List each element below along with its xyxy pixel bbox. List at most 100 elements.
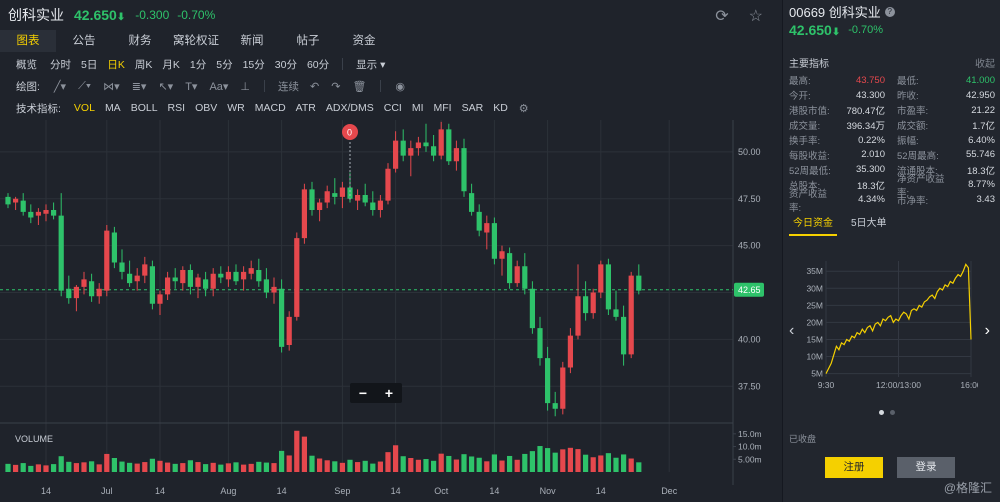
period-daily[interactable]: 日K <box>107 58 125 71</box>
tab-today-funds[interactable]: 今日资金 <box>789 212 837 236</box>
period-5day[interactable]: 5日 <box>81 58 98 71</box>
stat-value: 18.3亿 <box>857 180 885 192</box>
stats-title: 主要指标 <box>789 59 829 70</box>
ray-icon[interactable]: ⟋▾ <box>78 79 92 92</box>
indicator-label: 技术指标: <box>16 102 61 115</box>
price-tick-label: 37.50 <box>738 381 761 391</box>
next-arrow-icon[interactable]: › <box>984 322 990 339</box>
indicator-sar[interactable]: SAR <box>461 102 484 114</box>
text-tool-icon[interactable]: T▾ <box>185 80 198 93</box>
fib-icon[interactable]: ≣▾ <box>131 80 147 93</box>
candle-body <box>187 270 193 287</box>
undo-icon[interactable]: ↶ <box>310 80 320 93</box>
tab-news[interactable]: 新闻 <box>240 35 264 47</box>
register-button[interactable]: 注册 <box>825 457 883 478</box>
zoom-out-button[interactable]: − <box>358 385 368 401</box>
candle-body <box>210 273 216 289</box>
stat-row: 成交量: 396.34万 成交额: 1.7亿 <box>789 118 995 133</box>
redo-icon[interactable]: ↷ <box>331 80 341 93</box>
period-60min[interactable]: 60分 <box>306 58 330 71</box>
indicator-wr[interactable]: WR <box>227 102 245 114</box>
period-weekly[interactable]: 周K <box>134 58 153 71</box>
indicator-obv[interactable]: OBV <box>195 102 218 114</box>
candle-body <box>567 335 573 368</box>
refresh-icon[interactable]: ⟳ <box>715 8 729 25</box>
indicator-kd[interactable]: KD <box>493 102 508 114</box>
prev-arrow-icon[interactable]: ‹ <box>789 322 795 339</box>
period-timeshare[interactable]: 分时 <box>50 58 71 71</box>
main-tabs: 图表 公告 财务 窝轮权证 新闻 帖子 资金 <box>0 30 400 52</box>
carousel-dot[interactable] <box>879 410 884 415</box>
candle-body <box>104 230 110 291</box>
indicator-atr[interactable]: ATR <box>295 102 316 114</box>
indicator-cci[interactable]: CCI <box>383 102 402 114</box>
stat-label: 振幅: <box>897 136 919 147</box>
line-icon[interactable]: ╱▾ <box>53 80 67 93</box>
candle-body <box>134 275 140 282</box>
zoom-in-button[interactable]: + <box>384 385 394 401</box>
stat-value: 55.746 <box>965 149 995 161</box>
candle-body <box>165 277 171 295</box>
tab-chart[interactable]: 图表 <box>0 30 56 52</box>
volume-bar <box>453 459 459 472</box>
volume-bar <box>294 430 300 472</box>
display-dropdown[interactable]: 显示 ▾ <box>356 58 386 71</box>
eye-icon[interactable]: ◉ <box>395 80 406 93</box>
period-30min[interactable]: 30分 <box>274 58 297 71</box>
indicator-vol[interactable]: VOL <box>73 102 95 114</box>
indicator-adx[interactable]: ADX/DMS <box>325 102 374 114</box>
indicator-ma[interactable]: MA <box>104 102 121 114</box>
indicator-boll[interactable]: BOLL <box>130 102 158 114</box>
indicator-macd[interactable]: MACD <box>254 102 286 114</box>
volume-bar <box>286 455 292 472</box>
overview-label[interactable]: 概览 <box>16 58 37 71</box>
market-closed-label: 已收盘 <box>789 434 817 444</box>
measure-icon[interactable]: ⊥ <box>240 80 251 93</box>
channel-icon[interactable]: ⋈▾ <box>103 80 120 93</box>
candle-body <box>286 316 292 345</box>
tab-posts[interactable]: 帖子 <box>296 35 320 47</box>
login-button[interactable]: 登录 <box>897 457 955 478</box>
collapse-button[interactable]: 收起 <box>975 59 995 70</box>
period-15min[interactable]: 15分 <box>242 58 265 71</box>
tab-5day-orders[interactable]: 5日大单 <box>851 218 887 229</box>
candlestick-chart[interactable]: 50.0047.5045.0042.5040.0037.5042.650VOLU… <box>0 120 781 502</box>
tab-financials[interactable]: 财务 <box>128 35 152 47</box>
candle-body <box>461 148 467 192</box>
gear-icon[interactable]: ⚙ <box>518 102 529 115</box>
volume-bar <box>529 451 535 472</box>
candle-body <box>149 266 155 304</box>
indicator-mi[interactable]: MI <box>411 102 424 114</box>
candle-body <box>476 211 482 231</box>
volume-bar <box>347 459 353 472</box>
tab-warrants[interactable]: 窝轮权证 <box>173 35 219 47</box>
candle-body <box>339 187 345 197</box>
stat-value: 3.43 <box>976 194 996 206</box>
arrow-tool-icon[interactable]: ↖▾ <box>158 80 174 93</box>
star-icon[interactable]: ☆ <box>748 8 763 25</box>
candle-body <box>13 198 19 203</box>
stock-price: 42.650⬇ <box>74 7 126 23</box>
period-5min[interactable]: 5分 <box>216 58 233 71</box>
candle-body <box>309 189 315 210</box>
indicator-rsi[interactable]: RSI <box>167 102 186 114</box>
fund-tick-label: 25M <box>806 300 823 310</box>
tab-announcements[interactable]: 公告 <box>72 35 96 47</box>
volume-bar <box>35 464 41 472</box>
continuous-toggle[interactable]: 连续 <box>278 80 300 93</box>
stat-row: 52周最低: 35.300 流通股本: 18.3亿 <box>789 162 995 177</box>
info-icon[interactable]: ? <box>884 6 895 17</box>
font-size-icon[interactable]: Aa▾ <box>209 80 229 93</box>
fund-flow-line <box>825 263 972 374</box>
carousel-dot[interactable] <box>890 410 895 415</box>
period-1min[interactable]: 1分 <box>189 58 207 71</box>
tab-funds[interactable]: 资金 <box>352 35 376 47</box>
volume-bar <box>58 456 64 472</box>
indicator-mfi[interactable]: MFI <box>433 102 452 114</box>
volume-bar <box>355 462 361 472</box>
fund-time-label: 12:00/13:00 <box>876 380 921 390</box>
quote-price-row: 42.650⬇ -0.70% <box>789 22 883 38</box>
period-monthly[interactable]: 月K <box>162 58 180 71</box>
trash-icon[interactable]: 🗑 <box>352 80 367 93</box>
volume-bar <box>43 465 49 472</box>
